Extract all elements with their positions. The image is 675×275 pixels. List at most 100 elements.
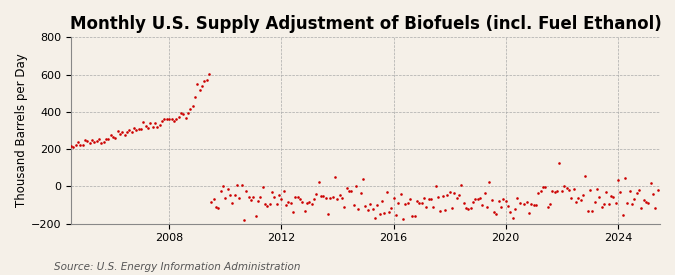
Point (388, 196, 399, 200)
Point (551, 189, 562, 194)
Point (465, 206, 476, 210)
Point (377, 199, 387, 203)
Point (404, 196, 415, 201)
Point (652, 188, 663, 192)
Point (491, 212, 502, 216)
Point (458, 201, 469, 206)
Point (594, 195, 605, 199)
Point (292, 195, 303, 200)
Point (503, 204, 514, 208)
Point (622, 201, 632, 205)
Point (187, 104, 198, 108)
Point (362, 208, 373, 212)
Point (601, 190, 612, 194)
Point (498, 197, 509, 201)
Point (470, 196, 481, 201)
Point (351, 184, 362, 188)
Point (538, 185, 549, 189)
Point (238, 218, 249, 222)
Point (117, 130, 128, 135)
Point (529, 202, 539, 207)
Point (119, 133, 130, 137)
Point (269, 195, 279, 199)
Point (533, 191, 544, 195)
Point (185, 107, 196, 111)
Point (344, 189, 354, 194)
Point (178, 112, 188, 117)
Point (299, 209, 310, 214)
Point (643, 201, 653, 205)
Point (641, 199, 651, 204)
Point (495, 205, 506, 209)
Point (80, 138, 90, 142)
Point (182, 111, 193, 115)
Point (468, 200, 479, 204)
Point (166, 117, 177, 121)
Point (423, 197, 434, 202)
Point (442, 192, 453, 197)
Point (134, 126, 144, 131)
Point (103, 137, 114, 141)
Point (578, 193, 589, 197)
Point (260, 202, 271, 206)
Point (416, 201, 427, 205)
Point (77, 142, 88, 147)
Point (626, 202, 637, 207)
Point (549, 189, 560, 194)
Point (540, 185, 551, 189)
Point (398, 216, 408, 221)
Point (313, 180, 324, 184)
Point (456, 183, 466, 188)
Point (570, 200, 581, 205)
Text: Source: U.S. Energy Information Administration: Source: U.S. Energy Information Administ… (54, 262, 300, 272)
Point (407, 213, 418, 218)
Point (325, 196, 336, 200)
Point (262, 204, 273, 208)
Point (612, 177, 623, 182)
Point (543, 205, 554, 210)
Point (409, 214, 420, 218)
Point (596, 205, 607, 209)
Point (70, 142, 81, 147)
Point (631, 191, 642, 196)
Point (460, 205, 471, 210)
Point (248, 195, 259, 199)
Point (589, 199, 600, 204)
Point (508, 216, 518, 220)
Point (68, 145, 79, 149)
Point (605, 194, 616, 198)
Point (201, 77, 212, 82)
Point (337, 196, 348, 200)
Point (161, 117, 172, 122)
Point (84, 141, 95, 145)
Point (122, 130, 132, 135)
Point (288, 210, 298, 214)
Point (360, 204, 371, 208)
Point (554, 161, 565, 166)
Point (358, 177, 369, 182)
Point (75, 143, 86, 147)
Y-axis label: Thousand Barrels per Day: Thousand Barrels per Day (15, 54, 28, 207)
Point (620, 176, 630, 180)
Point (393, 201, 404, 205)
Point (140, 124, 151, 128)
Point (561, 186, 572, 190)
Point (321, 196, 331, 200)
Point (82, 139, 92, 143)
Point (150, 120, 161, 125)
Point (418, 196, 429, 201)
Point (629, 196, 640, 201)
Point (428, 205, 439, 210)
Point (131, 128, 142, 132)
Point (395, 192, 406, 196)
Point (213, 205, 223, 210)
Point (208, 197, 219, 201)
Point (145, 120, 156, 125)
Point (246, 198, 256, 202)
Point (327, 195, 338, 199)
Point (610, 201, 621, 205)
Point (510, 207, 520, 211)
Point (290, 195, 301, 199)
Point (334, 193, 345, 197)
Point (512, 196, 523, 200)
